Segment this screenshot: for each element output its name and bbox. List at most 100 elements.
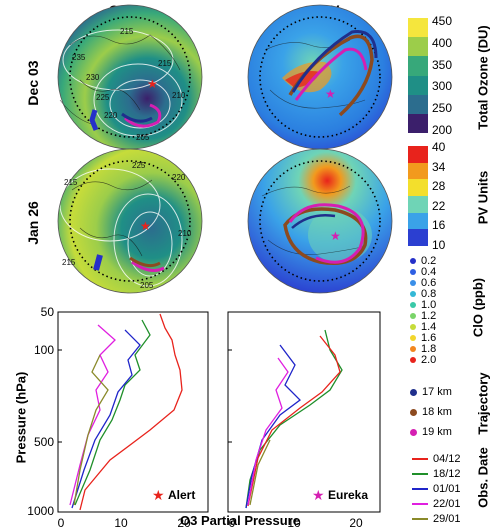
pv-tick: 40 [432, 140, 446, 154]
legend-swatch [410, 268, 416, 275]
xtick: 20 [177, 516, 191, 530]
profile-lines-alert [69, 313, 183, 511]
colorbar-pv-title: PV Units [475, 170, 491, 225]
colorbar-segment [408, 18, 428, 38]
colorbar-pv-ticks: 40 34 28 22 16 10 [432, 140, 466, 252]
legend-label: 01/01 [433, 482, 461, 495]
colorbar-segment [408, 196, 428, 213]
profile-xticks: 0 10 20 0 10 20 [58, 516, 363, 530]
legend-item: 1.8 [410, 342, 460, 355]
legend-item: 29/01 [412, 511, 472, 526]
contour-label: 205 [140, 281, 154, 290]
obs-date-legend: 04/12 18/12 01/01 22/01 29/01 [412, 451, 472, 526]
legend-label: 04/12 [433, 452, 461, 465]
legend-item: 19 km [410, 422, 470, 442]
legend-label: 18/12 [433, 467, 461, 480]
legend-swatch [410, 323, 416, 330]
profile-frame-eureka [227, 311, 381, 513]
ozone-tick: 200 [432, 122, 453, 137]
legend-item: 0.4 [410, 265, 460, 278]
profile-frame-alert [57, 311, 209, 513]
svg-text:★: ★ [325, 87, 336, 101]
contour-label: 225 [96, 93, 110, 102]
legend-label: 1.6 [421, 331, 437, 344]
colorbar-segment [408, 146, 428, 163]
ytick: 1000 [27, 504, 54, 518]
profile-line-1812-eureka [245, 329, 343, 509]
ozone-tick: 300 [432, 79, 453, 94]
map-pv-jan26: ★ [247, 148, 393, 294]
ytick: 100 [34, 343, 54, 357]
legend-swatch [410, 428, 417, 436]
profile-yticks: 50 100 500 1000 [27, 305, 54, 518]
legend-item: 18/12 [412, 466, 472, 481]
contour-label: 235 [72, 53, 86, 62]
legend-label: 1.4 [421, 320, 437, 333]
svg-text:★: ★ [147, 77, 158, 91]
pv-tick: 16 [432, 218, 446, 233]
legend-swatch [410, 408, 417, 416]
profile-line-2901-eureka [249, 439, 271, 506]
colorbar-pv [408, 146, 428, 247]
eureka-star: ★ [312, 487, 325, 503]
legend-swatch [410, 257, 416, 264]
contour-label: 215 [120, 27, 134, 36]
legend-item: 2.0 [410, 353, 460, 366]
colorbar-segment [408, 94, 428, 114]
legend-label: 2.0 [421, 353, 437, 366]
legend-label: 29/01 [433, 512, 461, 525]
legend-label: 1.0 [421, 298, 437, 311]
legend-swatch [410, 388, 417, 396]
legend-item: 1.4 [410, 320, 460, 333]
xtick: 0 [58, 516, 65, 530]
colorbar-segment [408, 37, 428, 57]
legend-swatch [410, 345, 416, 352]
legend-label: 17 km [422, 386, 452, 398]
legend-item: 0.2 [410, 254, 460, 267]
legend-item: 17 km [410, 382, 470, 402]
contour-label: 215 [158, 59, 172, 68]
station-label-alert: Alert [168, 488, 195, 502]
legend-swatch [412, 487, 428, 490]
legend-swatch [410, 290, 416, 297]
svg-text:★: ★ [140, 219, 151, 233]
colorbar-segment [408, 75, 428, 95]
profile-lines-eureka [245, 329, 343, 509]
profile-line-2901 [73, 354, 109, 506]
profile-line-0101-eureka [245, 344, 301, 509]
colorbar-segment [408, 229, 428, 247]
ytick: 50 [41, 305, 55, 319]
xtick: 10 [114, 516, 128, 530]
contour-label: 215 [64, 178, 78, 187]
contour-label: 210 [178, 229, 192, 238]
legend-item: 0.6 [410, 277, 460, 289]
ozone-tick: 350 [432, 57, 453, 72]
legend-label: 18 km [422, 406, 452, 418]
legend-swatch [412, 457, 428, 460]
contour-label: 230 [86, 73, 100, 82]
legend-label: 0.4 [421, 265, 437, 278]
pv-tick: 10 [432, 237, 446, 252]
legend-item: 1.6 [410, 331, 460, 344]
colorbar-segment [408, 162, 428, 180]
profile-line-0412-eureka [247, 335, 341, 507]
ozone-tick: 400 [432, 35, 453, 50]
legend-label: 0.2 [421, 254, 437, 267]
colorbar-ozone [408, 18, 428, 134]
legend-item: 22/01 [412, 496, 472, 511]
xtick: 0 [229, 516, 236, 530]
legend-item: 18 km [410, 402, 470, 422]
map-ozone-dec03: ★ [57, 4, 203, 150]
legend-label: 1.8 [421, 342, 437, 355]
colorbar-ozone-ticks: 450 400 350 300 250 200 [432, 14, 466, 137]
legend-swatch [410, 356, 416, 363]
legend-item: 04/12 [412, 451, 472, 466]
xtick: 20 [349, 516, 363, 530]
profile-line-2201-eureka [247, 357, 289, 506]
legend-swatch [412, 517, 428, 520]
ozone-tick: 250 [432, 101, 453, 116]
profile-ylabel: Pressure (hPa) [13, 371, 29, 464]
profile-line-1812 [74, 319, 151, 506]
profile-xlabel: O3 Partial Pressure [180, 513, 300, 528]
legend-label: 22/01 [433, 497, 461, 510]
